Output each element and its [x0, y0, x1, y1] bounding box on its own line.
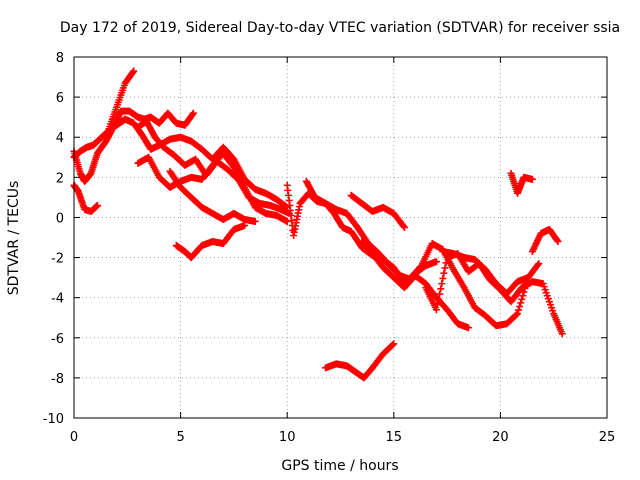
chart-title: Day 172 of 2019, Sidereal Day-to-day VTE… — [60, 20, 620, 36]
y-tick-label: -2 — [51, 252, 64, 267]
data-marker-path — [358, 238, 472, 332]
data-marker-path — [113, 115, 291, 211]
y-tick-label: 8 — [56, 51, 64, 66]
data-marker-path — [70, 181, 101, 215]
data-marker-path — [507, 169, 536, 197]
series-track-j — [302, 177, 415, 284]
series-track-h — [172, 221, 249, 262]
series-track-f — [134, 149, 291, 225]
data-marker-path — [134, 149, 291, 225]
series-track-k — [347, 191, 408, 231]
data-marker-path — [166, 167, 259, 225]
data-marker-path — [322, 340, 398, 382]
series-track-d — [113, 115, 291, 211]
y-tick-label: 0 — [56, 211, 64, 226]
series-track-c — [70, 181, 101, 215]
plot-frame — [73, 56, 608, 419]
data-marker-path — [302, 177, 415, 284]
y-tick-label: 4 — [56, 131, 64, 146]
y-tick-label: -6 — [51, 332, 64, 347]
y-tick-label: -10 — [43, 412, 64, 427]
y-tick-label: -4 — [51, 292, 64, 307]
x-tick-label: 10 — [279, 430, 296, 445]
data-marker-path — [528, 225, 562, 256]
y-tick-label: 6 — [56, 91, 64, 106]
series-track-l — [358, 238, 472, 332]
x-tick-label: 15 — [386, 430, 403, 445]
grid-lines — [74, 57, 607, 418]
series-track-q — [528, 225, 562, 256]
data-marker-path — [172, 221, 249, 262]
data-marker-path — [347, 191, 408, 231]
x-tick-label: 5 — [176, 430, 184, 445]
series-track-g — [166, 167, 259, 225]
data-marker-path — [439, 248, 532, 298]
x-tick-label: 25 — [599, 430, 616, 445]
x-tick-label: 0 — [70, 430, 78, 445]
y-axis-label: SDTVAR / TECUs — [6, 181, 22, 296]
x-axis-label: GPS time / hours — [281, 458, 398, 474]
series-track-o — [439, 248, 532, 298]
data-points — [70, 67, 566, 382]
series-track-r — [322, 340, 398, 382]
y-tick-label: -8 — [51, 372, 64, 387]
x-tick-label: 20 — [492, 430, 509, 445]
axis-ticks: 0 5 10 15 20 25 -10 -8 -6 -4 -2 0 2 4 6 8 — [43, 51, 616, 445]
y-tick-label: 2 — [56, 171, 64, 186]
series-track-p — [507, 169, 536, 197]
